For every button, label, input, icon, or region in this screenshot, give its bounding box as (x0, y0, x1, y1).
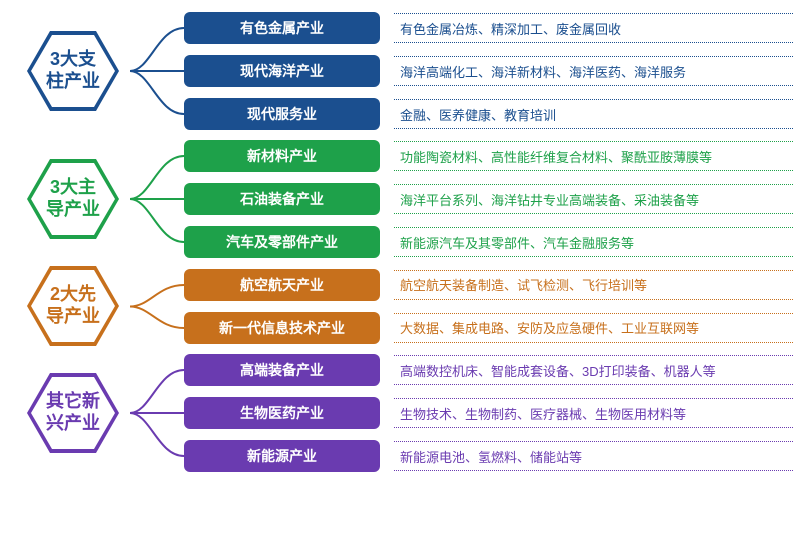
industry-pill: 高端装备产业 (184, 354, 380, 386)
industry-pill: 汽车及零部件产业 (184, 226, 380, 258)
connector-lines (128, 267, 184, 346)
industry-pill: 现代服务业 (184, 98, 380, 130)
hex-leading: 3大主导产业 (27, 159, 119, 239)
hex-label: 2大先导产业 (40, 284, 106, 327)
connector-lines (128, 138, 184, 260)
industry-pill: 航空航天产业 (184, 269, 380, 301)
industry-pill: 新能源产业 (184, 440, 380, 472)
industry-desc: 生物技术、生物制药、医疗器械、生物医用材料等 (394, 398, 793, 428)
industry-row: 现代服务业金融、医养健康、教育培训 (184, 96, 793, 132)
industry-row: 石油装备产业海洋平台系列、海洋钻井专业高端装备、采油装备等 (184, 181, 793, 217)
connector-lines (128, 10, 184, 132)
industry-row: 现代海洋产业海洋高端化工、海洋新材料、海洋医药、海洋服务 (184, 53, 793, 89)
industry-desc: 有色金属冶炼、精深加工、废金属回收 (394, 13, 793, 43)
industry-desc: 海洋平台系列、海洋钻井专业高端装备、采油装备等 (394, 184, 793, 214)
industry-row: 生物医药产业生物技术、生物制药、医疗器械、生物医用材料等 (184, 395, 793, 431)
industry-row: 汽车及零部件产业新能源汽车及其零部件、汽车金融服务等 (184, 224, 793, 260)
industry-pill: 现代海洋产业 (184, 55, 380, 87)
industry-row: 新一代信息技术产业大数据、集成电路、安防及应急硬件、工业互联网等 (184, 310, 793, 346)
industry-pill: 新材料产业 (184, 140, 380, 172)
industry-row: 航空航天产业航空航天装备制造、试飞检测、飞行培训等 (184, 267, 793, 303)
hex-emerging: 其它新兴产业 (27, 373, 119, 453)
hex-label: 3大支柱产业 (40, 49, 106, 92)
group-emerging: 其它新兴产业高端装备产业高端数控机床、智能成套设备、3D打印装备、机器人等生物医… (18, 352, 793, 474)
industry-desc: 新能源汽车及其零部件、汽车金融服务等 (394, 227, 793, 257)
industry-desc: 大数据、集成电路、安防及应急硬件、工业互联网等 (394, 313, 793, 343)
industry-desc: 航空航天装备制造、试飞检测、飞行培训等 (394, 270, 793, 300)
connector-lines (128, 352, 184, 474)
industry-row: 高端装备产业高端数控机床、智能成套设备、3D打印装备、机器人等 (184, 352, 793, 388)
hex-label: 3大主导产业 (40, 177, 106, 220)
group-pioneer: 2大先导产业航空航天产业航空航天装备制造、试飞检测、飞行培训等新一代信息技术产业… (18, 266, 793, 346)
industry-row: 新能源产业新能源电池、氢燃料、储能站等 (184, 438, 793, 474)
industry-desc: 新能源电池、氢燃料、储能站等 (394, 441, 793, 471)
industry-row: 新材料产业功能陶瓷材料、高性能纤维复合材料、聚酰亚胺薄膜等 (184, 138, 793, 174)
hex-pioneer: 2大先导产业 (27, 266, 119, 346)
industry-pill: 石油装备产业 (184, 183, 380, 215)
industry-pill: 有色金属产业 (184, 12, 380, 44)
industry-row: 有色金属产业有色金属冶炼、精深加工、废金属回收 (184, 10, 793, 46)
industry-desc: 海洋高端化工、海洋新材料、海洋医药、海洋服务 (394, 56, 793, 86)
industry-desc: 功能陶瓷材料、高性能纤维复合材料、聚酰亚胺薄膜等 (394, 141, 793, 171)
hex-label: 其它新兴产业 (40, 391, 106, 434)
group-leading: 3大主导产业新材料产业功能陶瓷材料、高性能纤维复合材料、聚酰亚胺薄膜等石油装备产… (18, 138, 793, 260)
group-pillar: 3大支柱产业有色金属产业有色金属冶炼、精深加工、废金属回收现代海洋产业海洋高端化… (18, 10, 793, 132)
industry-pill: 新一代信息技术产业 (184, 312, 380, 344)
industry-desc: 金融、医养健康、教育培训 (394, 99, 793, 129)
hex-pillar: 3大支柱产业 (27, 31, 119, 111)
industry-pill: 生物医药产业 (184, 397, 380, 429)
industry-desc: 高端数控机床、智能成套设备、3D打印装备、机器人等 (394, 355, 793, 385)
